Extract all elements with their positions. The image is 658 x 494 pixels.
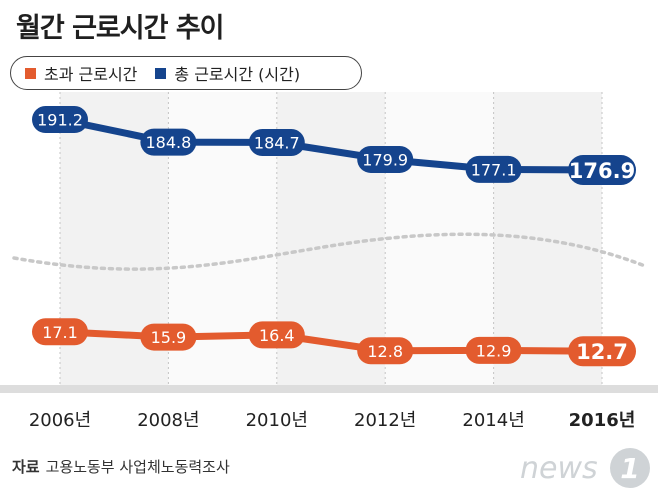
x-tick-label-1: 2008년 [137,410,199,431]
legend-swatch-overtime [25,67,36,79]
data-label-1-3: 12.8 [367,342,403,361]
source-note: 자료 고용노동부 사업체노동력조사 [12,456,230,477]
data-label-0-2: 184.7 [254,133,300,152]
x-axis-baseline [0,385,658,393]
data-point-1-3 [357,337,414,365]
data-point-0-4 [465,155,522,183]
data-point-1-2 [248,321,305,349]
legend-item-total: 총 근로시간 (시간) [155,61,300,85]
data-point-1-1 [140,323,197,351]
data-label-0-3: 179.9 [362,150,408,169]
x-tick-label-5: 2016년 [569,410,636,431]
x-tick-label-4: 2014년 [462,410,524,431]
data-label-1-5: 12.7 [576,340,628,364]
data-label-0-5: 176.9 [569,159,635,183]
data-point-0-0 [32,106,88,134]
data-point-1-0 [32,318,88,346]
data-point-0-5 [568,155,636,186]
legend-label-total: 총 근로시간 (시간) [174,65,301,84]
data-label-1-0: 17.1 [42,323,78,342]
data-point-1-4 [465,336,522,364]
legend: 초과 근로시간 총 근로시간 (시간) [10,56,362,90]
data-label-0-4: 177.1 [471,160,517,179]
data-label-1-4: 12.9 [476,341,512,360]
x-tick-label-0: 2006년 [29,410,91,431]
legend-item-overtime: 초과 근로시간 [25,61,137,85]
data-label-1-1: 15.9 [151,328,187,347]
legend-swatch-total [155,67,167,79]
legend-label-overtime: 초과 근로시간 [44,65,138,84]
data-label-0-0: 191.2 [37,111,83,130]
source-label: 자료 [12,458,40,476]
data-point-1-5 [568,336,636,367]
data-point-0-1 [140,128,197,156]
data-label-1-2: 16.4 [259,326,295,345]
data-label-0-1: 184.8 [145,133,191,152]
chart-title: 월간 근로시간 추이 [16,13,225,44]
logo-mark: 1 [620,452,639,485]
news1-logo: news 1 [520,448,650,488]
x-tick-label-2: 2010년 [246,410,308,431]
data-point-0-3 [357,145,414,173]
axis-break-wave [12,232,647,271]
logo-wordmark: news [520,451,598,486]
data-point-0-2 [248,128,305,156]
column-band [493,92,602,385]
logo-circle [610,448,650,488]
x-tick-label-3: 2012년 [354,410,416,431]
source-text: 고용노동부 사업체노동력조사 [45,458,230,476]
